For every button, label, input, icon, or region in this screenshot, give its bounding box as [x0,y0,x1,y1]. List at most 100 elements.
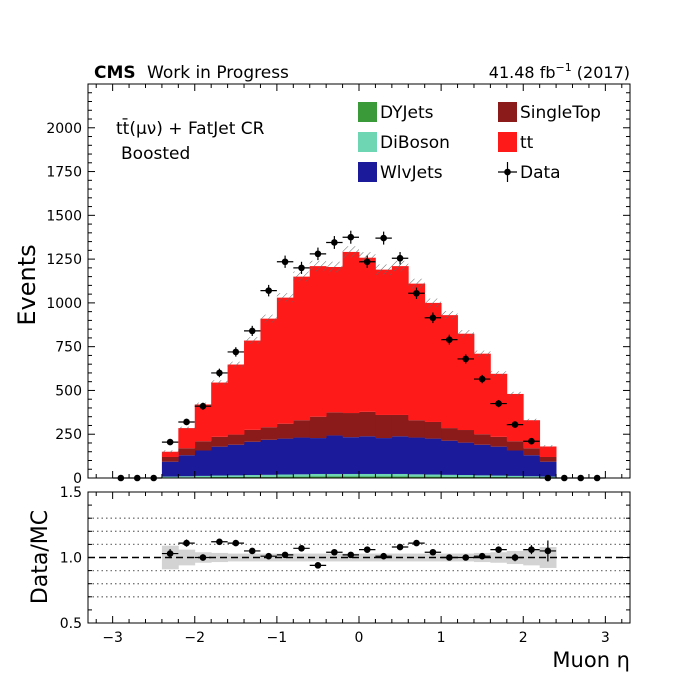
ratio-uncertainty-band-bin-9 [309,553,327,562]
bar-singletop-bin-18 [457,430,475,443]
ratio-point-14 [396,543,404,551]
data-point-13 [331,239,338,246]
uncertainty-hatch-bin-23 [539,445,557,448]
legend-swatch-diboson [358,132,377,152]
data-point-18 [413,289,420,297]
bar-singletop-bin-3 [211,436,229,447]
x-tick-label: 1 [437,630,446,646]
x-tick-label: 2 [519,630,528,646]
region-label-line2: Boosted [121,144,190,164]
legend: DYJets SingleTop DiBoson tt WlvJets Data [358,102,601,183]
ratio-uncertainty-band-bin-15 [408,553,426,562]
bar-dyjets-bin-10 [326,476,343,478]
bar-wlvjets-bin-19 [473,444,491,476]
bar-wlvjets-bin-21 [506,450,524,476]
bar-tt-bin-18 [457,333,475,431]
data-point-23 [495,400,502,407]
data-point-8 [248,327,256,335]
main-y-axis-label: Events [13,244,41,325]
bar-diboson-bin-22 [523,476,541,478]
y-tick-label: 250 [55,427,82,443]
bar-singletop-bin-14 [391,414,409,437]
bar-diboson-bin-13 [375,473,393,477]
ratio-point-10 [331,548,338,556]
bar-dyjets-bin-19 [473,476,491,478]
uncertainty-hatch-bin-15 [408,278,425,289]
bar-diboson-bin-20 [490,475,508,477]
data-point-22 [478,375,486,383]
bar-tt-bin-4 [227,364,245,435]
uncertainty-hatch-bin-9 [309,260,327,272]
legend-swatch-tt [498,132,517,152]
bar-dyjets-bin-15 [408,476,426,478]
status-label: Work in Progress [147,63,289,83]
bar-singletop-bin-22 [523,448,541,456]
uncertainty-hatch-bin-1 [178,426,195,430]
ratio-point-1 [183,539,190,547]
bar-dyjets-bin-20 [490,476,508,478]
bar-tt-bin-5 [244,340,261,430]
bar-dyjets-bin-4 [227,476,245,478]
bar-dyjets-bin-3 [211,476,229,478]
bar-wlvjets-bin-18 [457,442,475,476]
bar-wlvjets-bin-10 [326,435,343,474]
y-tick-label: 750 [55,340,82,356]
bar-wlvjets-bin-7 [276,438,294,475]
ratio-point-20 [495,546,502,553]
legend-label-data: Data [520,163,561,183]
bar-dyjets-bin-14 [391,476,409,478]
bar-tt-bin-12 [359,257,376,412]
ratio-point-11 [347,551,355,559]
ratio-point-18 [462,554,470,561]
data-point-17 [396,254,404,262]
uncertainty-hatch-bin-18 [457,330,474,338]
bar-dyjets-bin-7 [276,476,294,478]
ratio-point-5 [248,547,256,555]
bar-tt-bin-0 [161,451,179,457]
ratio-point-8 [298,545,305,552]
ratio-point-12 [363,546,371,553]
bar-dyjets-bin-18 [457,476,475,478]
bar-tt-bin-19 [473,353,491,435]
bar-tt-bin-13 [375,269,393,415]
bar-singletop-bin-11 [342,413,360,438]
ratio-point-9 [314,562,322,569]
bar-wlvjets-bin-1 [178,455,196,477]
bar-wlvjets-bin-4 [227,444,245,476]
bar-singletop-bin-6 [260,427,278,440]
lumi-exponent: −1 [555,61,571,74]
ratio-uncertainty-band-bin-3 [211,552,229,563]
uncertainty-hatch-bin-7 [276,293,294,303]
data-point-12 [314,250,322,258]
uncertainty-hatch-bin-0 [161,450,179,454]
uncertainty-hatch-bin-17 [441,311,458,320]
ratio-uncertainty-band-bin-1 [178,549,196,566]
bar-wlvjets-bin-8 [293,437,311,475]
bar-diboson-bin-5 [244,475,261,477]
bar-singletop-bin-13 [375,414,393,439]
bar-tt-bin-21 [506,393,524,442]
bar-singletop-bin-20 [490,436,508,447]
bar-wlvjets-bin-23 [539,461,557,477]
bar-singletop-bin-10 [326,412,343,436]
bar-diboson-bin-1 [178,476,196,478]
bar-wlvjets-bin-13 [375,438,393,474]
uncertainty-hatch-bin-16 [424,298,442,308]
uncertainty-hatch-bin-11 [342,246,359,258]
bar-singletop-bin-12 [359,411,376,437]
lumi-value: 41.48 fb [489,63,556,82]
bar-diboson-bin-10 [326,473,343,477]
bar-wlvjets-bin-6 [260,439,278,475]
bar-tt-bin-6 [260,318,278,428]
uncertainty-hatch-bin-4 [227,361,245,368]
bar-dyjets-bin-16 [424,476,442,478]
x-tick-label: −1 [267,630,288,646]
data-point-15 [363,258,371,266]
bar-singletop-bin-2 [194,441,212,451]
legend-swatch-singletop [498,102,517,122]
ratio-point-7 [281,551,289,559]
bar-tt-bin-8 [293,276,311,421]
bar-wlvjets-bin-3 [211,446,229,476]
y-tick-label: 0 [73,471,82,487]
